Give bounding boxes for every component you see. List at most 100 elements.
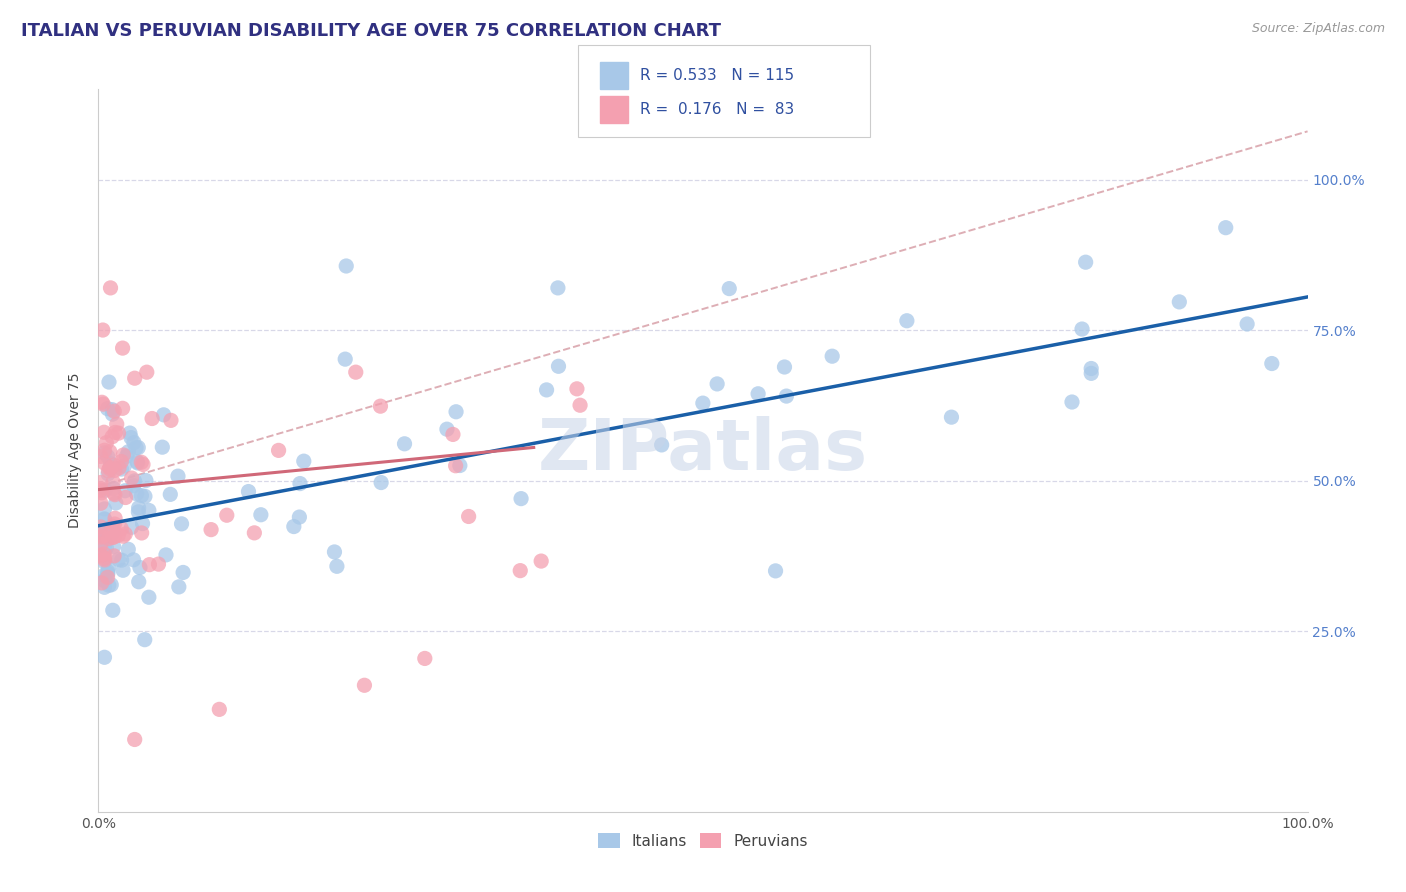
Point (651, 438, 673, 452)
Point (692, 396, 714, 410)
Point (100, 578, 122, 592)
Point (98, 462, 121, 476)
Point (125, 441, 148, 455)
Point (97, 464, 120, 478)
Point (111, 553, 134, 567)
Point (1168, 294, 1191, 309)
Point (101, 519, 124, 533)
Point (117, 542, 139, 557)
Point (100, 457, 122, 471)
Point (167, 469, 190, 483)
Point (441, 427, 464, 442)
Y-axis label: Disability Age Over 75: Disability Age Over 75 (69, 373, 83, 528)
Point (93, 543, 115, 558)
Point (103, 482, 125, 496)
Point (152, 408, 174, 422)
Point (131, 516, 153, 531)
Point (134, 489, 156, 503)
Point (569, 398, 592, 412)
Text: R =  0.176   N =  83: R = 0.176 N = 83 (640, 103, 794, 117)
Point (104, 488, 127, 502)
Point (90, 475, 112, 490)
Point (344, 365, 367, 379)
Point (101, 603, 124, 617)
Point (288, 510, 311, 524)
Point (565, 382, 588, 396)
Point (93, 456, 115, 470)
Point (98, 460, 121, 475)
Point (138, 591, 160, 605)
Point (103, 549, 125, 563)
Point (141, 411, 163, 425)
Point (127, 456, 149, 470)
Point (103, 458, 125, 473)
Point (107, 528, 129, 542)
Point (117, 444, 139, 458)
Point (97, 578, 120, 592)
Point (112, 448, 135, 462)
Point (93, 539, 115, 553)
Point (288, 476, 311, 491)
Point (97, 560, 120, 574)
Point (96, 435, 118, 450)
Point (91, 529, 114, 543)
Point (98, 444, 121, 458)
Point (125, 487, 148, 501)
Point (530, 554, 553, 568)
Point (436, 422, 458, 436)
Text: ZIPatlas: ZIPatlas (538, 416, 868, 485)
Point (718, 282, 741, 296)
Point (283, 519, 305, 533)
Point (93, 526, 115, 541)
Point (103, 486, 125, 500)
Point (148, 557, 170, 571)
Point (1071, 322, 1094, 336)
Point (93, 443, 115, 458)
Point (160, 413, 183, 427)
Point (509, 564, 531, 578)
Point (104, 425, 127, 440)
Point (124, 732, 146, 747)
Point (93, 568, 115, 582)
Point (547, 281, 569, 295)
Point (413, 651, 436, 665)
Point (93, 650, 115, 665)
Point (100, 281, 122, 295)
Point (150, 440, 173, 454)
Point (90, 537, 112, 551)
Point (100, 524, 122, 538)
Point (110, 454, 132, 468)
Point (121, 471, 143, 485)
Point (112, 563, 135, 577)
Point (90, 483, 112, 498)
Point (747, 386, 769, 401)
Point (93, 553, 115, 567)
Point (127, 441, 149, 455)
Point (97, 565, 120, 579)
Point (135, 365, 157, 379)
Point (135, 474, 157, 488)
Point (104, 511, 127, 525)
Point (90, 496, 112, 510)
Point (90, 482, 112, 496)
Point (267, 443, 290, 458)
Point (110, 462, 132, 476)
Point (111, 401, 134, 416)
Point (773, 359, 796, 374)
Point (93, 574, 115, 588)
Point (101, 531, 124, 545)
Point (97, 566, 120, 581)
Point (107, 426, 129, 441)
Point (94, 483, 117, 497)
Point (335, 259, 357, 273)
Point (101, 519, 124, 533)
Point (1236, 317, 1258, 331)
Point (129, 560, 152, 574)
Point (134, 632, 156, 647)
Point (115, 449, 138, 463)
Point (765, 564, 787, 578)
Point (97, 532, 120, 546)
Point (91, 397, 114, 411)
Point (90, 548, 112, 562)
Point (122, 553, 145, 567)
